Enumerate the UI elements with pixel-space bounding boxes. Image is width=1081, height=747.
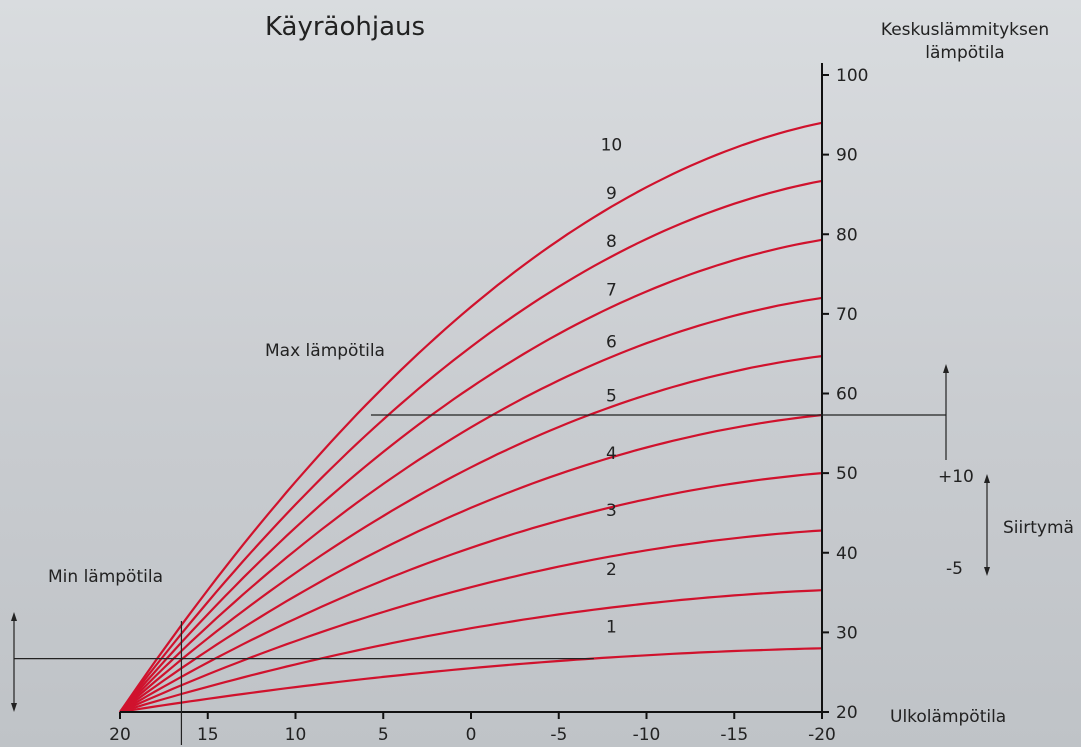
curve-label-1: 1 [606,617,617,637]
max-shift-arrow [943,364,949,460]
curve-label-group: 1 2 3 4 5 6 7 8 9 10 [601,136,623,638]
y-tick-label: 50 [836,464,858,484]
y-tick-label: 40 [836,544,858,564]
y-tick-label: 100 [836,66,868,86]
min-temperature-label: Min lämpötila [48,567,163,587]
curve-series-group [119,121,823,714]
x-tick-label: -5 [550,725,567,745]
curve-label-2: 2 [606,560,617,580]
curve-1 [119,647,823,714]
y-tick-label: 30 [836,623,858,643]
x-axis-label: Ulkolämpötila [890,707,1006,727]
curve-label-8: 8 [606,232,617,252]
x-tick-label: 0 [466,725,477,745]
x-tick-label: 15 [197,725,219,745]
y-tick-label: 70 [836,305,858,325]
curve-label-4: 4 [606,444,617,464]
curve-label-5: 5 [606,387,617,407]
chart-title: Käyräohjaus [265,12,425,42]
curve-label-6: 6 [606,332,617,352]
x-tick-label: 20 [109,725,131,745]
curve-3 [119,529,823,714]
curve-8 [119,238,823,713]
curve-label-3: 3 [606,501,617,521]
curve-2 [119,589,823,714]
shift-label: Siirtymä [1003,518,1074,538]
x-tick-label: 10 [285,725,307,745]
curve-10 [119,121,823,713]
y-tick-label: 60 [836,385,858,405]
shift-plus-label: +10 [938,467,974,487]
curve-label-10: 10 [601,136,623,156]
shift-range-arrow [984,474,990,576]
y-tick-label: 90 [836,146,858,166]
y-axis-label-line2: lämpötila [925,43,1004,63]
x-tick-label: -15 [720,725,748,745]
x-tick-label: -20 [808,725,836,745]
shift-minus-label: -5 [946,559,963,579]
y-tick-label: 20 [836,703,858,723]
curve-label-9: 9 [606,184,617,204]
y-tick-label: 80 [836,225,858,245]
curve-5 [119,413,823,713]
min-shift-arrow [11,612,17,712]
x-tick-label: 5 [378,725,389,745]
curve-7 [119,296,823,713]
curve-6 [119,355,823,713]
curve-4 [119,472,823,713]
max-temperature-label: Max lämpötila [265,341,385,361]
curve-label-7: 7 [606,281,617,301]
x-tick-label: -10 [633,725,661,745]
y-axis-label-line1: Keskuslämmityksen [881,20,1049,40]
curve-9 [119,179,823,713]
